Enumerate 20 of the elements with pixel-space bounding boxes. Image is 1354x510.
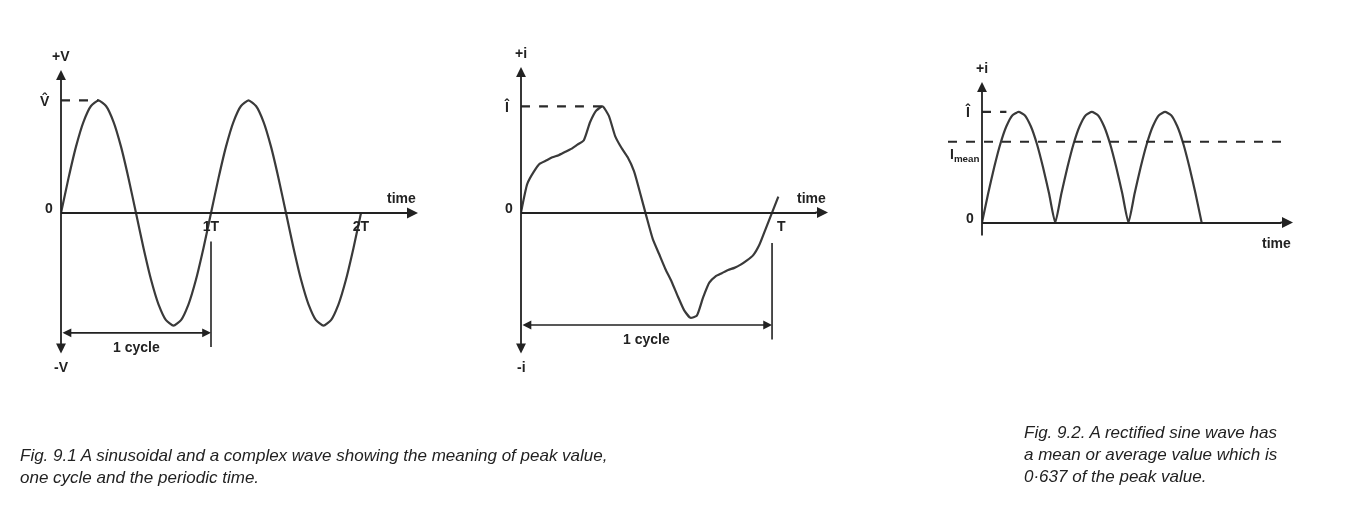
text: 0	[505, 200, 513, 216]
text: V̂	[40, 92, 50, 110]
x-axis-title: time	[797, 190, 826, 206]
y-axis-title: +i	[515, 45, 528, 61]
x-axis-title: time	[1262, 235, 1291, 251]
text: 0	[45, 200, 53, 216]
x-axis-title: time	[387, 190, 416, 206]
text: Î	[504, 98, 510, 115]
text: -i	[517, 359, 526, 375]
text: 1 cycle	[113, 339, 160, 355]
y-axis-title: +i	[976, 60, 989, 76]
y-axis-title: +V	[52, 48, 71, 64]
caption: Fig. 9.1 A sinusoidal and a complex wave showing the meaning of peak value, one cycle and the periodic time.	[20, 446, 608, 488]
text: 0	[966, 210, 974, 226]
text: 1 cycle	[623, 331, 670, 347]
text: -V	[54, 359, 69, 375]
text: Î	[965, 103, 971, 120]
ref-line-label: I$_{mean}$	[950, 146, 980, 164]
caption: Fig. 9.2. A rectified sine wave has a mean or average value which is 0·637 of the peak value.	[1024, 423, 1278, 487]
annotation: T	[777, 218, 786, 234]
